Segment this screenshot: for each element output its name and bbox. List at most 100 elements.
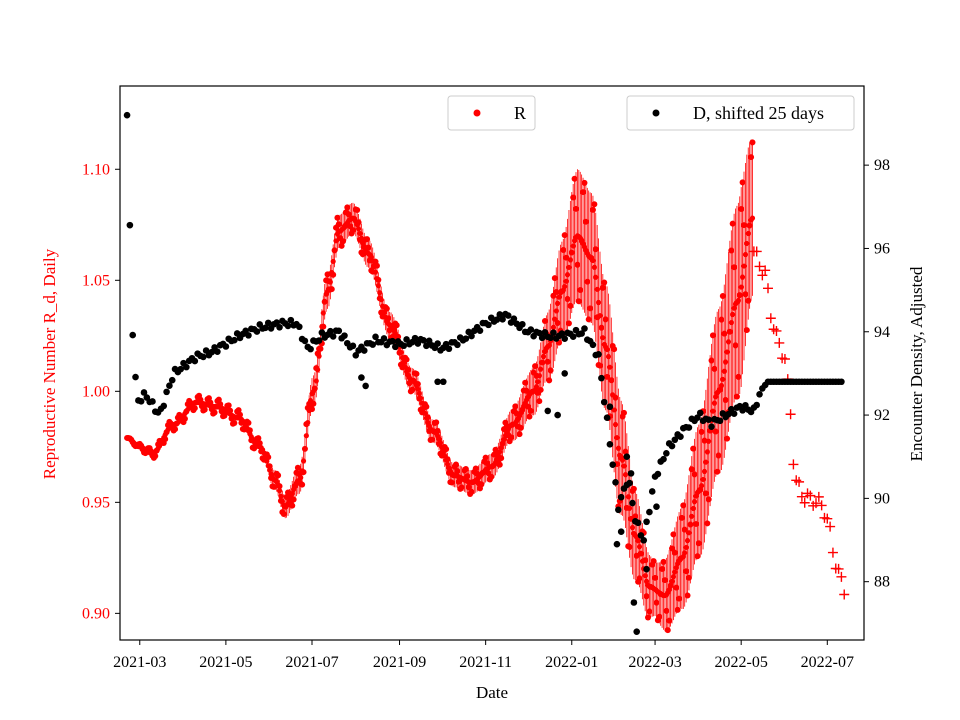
d-point [646, 508, 653, 516]
r-point [561, 232, 568, 239]
r-point [621, 463, 627, 469]
r-point [564, 295, 571, 302]
r-point [550, 324, 557, 330]
r-point [235, 407, 242, 414]
r-point [265, 454, 272, 461]
r-point [512, 403, 519, 410]
d-point [654, 470, 662, 478]
r-point [731, 264, 738, 271]
r-point [656, 613, 663, 620]
r-point [429, 436, 435, 443]
d-point [245, 332, 252, 339]
r-point [162, 436, 169, 443]
r-point [328, 286, 335, 293]
r-point [674, 606, 681, 613]
r-projected-point [757, 270, 768, 281]
r-point [398, 349, 404, 356]
y-left-tick-label: 1.00 [82, 383, 110, 400]
d-point [538, 334, 546, 342]
d-point [307, 345, 314, 353]
r-point [689, 513, 695, 519]
r-point [562, 283, 568, 290]
r-point [749, 215, 756, 221]
d-point [199, 353, 207, 361]
d-point [129, 331, 137, 339]
y-right-axis-ticks: 88 90 92 94 96 98 [864, 157, 890, 591]
r-point [630, 485, 637, 492]
r-point [728, 247, 735, 254]
r-point [626, 543, 633, 550]
d-point [318, 329, 326, 336]
r-point [742, 291, 749, 298]
r-point [539, 359, 545, 366]
d-point [493, 316, 501, 323]
d-point [358, 374, 365, 381]
r-projected-point [771, 325, 782, 336]
r-point [701, 468, 708, 475]
r-point [722, 397, 729, 404]
r-point [587, 305, 594, 312]
x-tick-label: 2021-11 [459, 654, 512, 671]
legend-d: D, shifted 25 days [626, 95, 855, 131]
r-point [748, 154, 755, 161]
r-point [551, 275, 558, 282]
r-point [340, 238, 347, 245]
d-point [600, 398, 608, 406]
d-point [561, 370, 569, 377]
d-point [705, 416, 713, 424]
d-point [420, 337, 427, 344]
d-point [653, 503, 660, 511]
d-point [434, 378, 441, 386]
d-point [838, 378, 845, 386]
r-point [472, 465, 479, 472]
r-projected-point [765, 313, 776, 324]
r-point [310, 400, 317, 407]
d-point [391, 343, 399, 351]
d-point [327, 327, 334, 335]
d-point [643, 565, 650, 573]
r-point [434, 428, 441, 435]
legend-r-marker [473, 109, 481, 117]
x-axis-label: Date [476, 683, 508, 702]
r-point [652, 574, 659, 581]
d-point [284, 322, 292, 330]
r-point [580, 189, 587, 196]
r-point [604, 346, 610, 353]
r-point [718, 383, 725, 389]
d-point [315, 337, 323, 344]
d-point [123, 111, 131, 119]
d-point [668, 442, 676, 450]
r-point [629, 524, 636, 531]
r-point [709, 332, 716, 339]
d-point [643, 518, 650, 526]
d-point [648, 488, 656, 495]
r-projected-point [811, 498, 821, 509]
r-point [191, 405, 198, 412]
r-point [365, 244, 372, 251]
r-point [344, 204, 351, 211]
d-point [671, 436, 679, 444]
d-point [126, 221, 134, 229]
r-point [733, 393, 740, 400]
r-point [201, 406, 208, 413]
r-point [704, 520, 711, 527]
r-point [712, 428, 719, 435]
y-right-tick-label: 90 [874, 490, 890, 507]
r-point [646, 608, 653, 615]
r-point [638, 551, 644, 557]
d-point [547, 334, 554, 342]
r-point [660, 558, 667, 565]
x-tick-label: 2021-03 [113, 654, 166, 671]
d-point [140, 389, 148, 396]
y-right-tick-label: 92 [874, 407, 890, 424]
r-point [600, 335, 606, 341]
plot-frame [119, 85, 865, 641]
r-point [706, 438, 712, 444]
r-point [354, 207, 361, 214]
d-point [468, 332, 475, 340]
r-point [331, 247, 338, 254]
r-point [172, 426, 179, 433]
r-point [599, 284, 606, 291]
r-projected-point [813, 491, 824, 502]
r-point [478, 481, 485, 488]
